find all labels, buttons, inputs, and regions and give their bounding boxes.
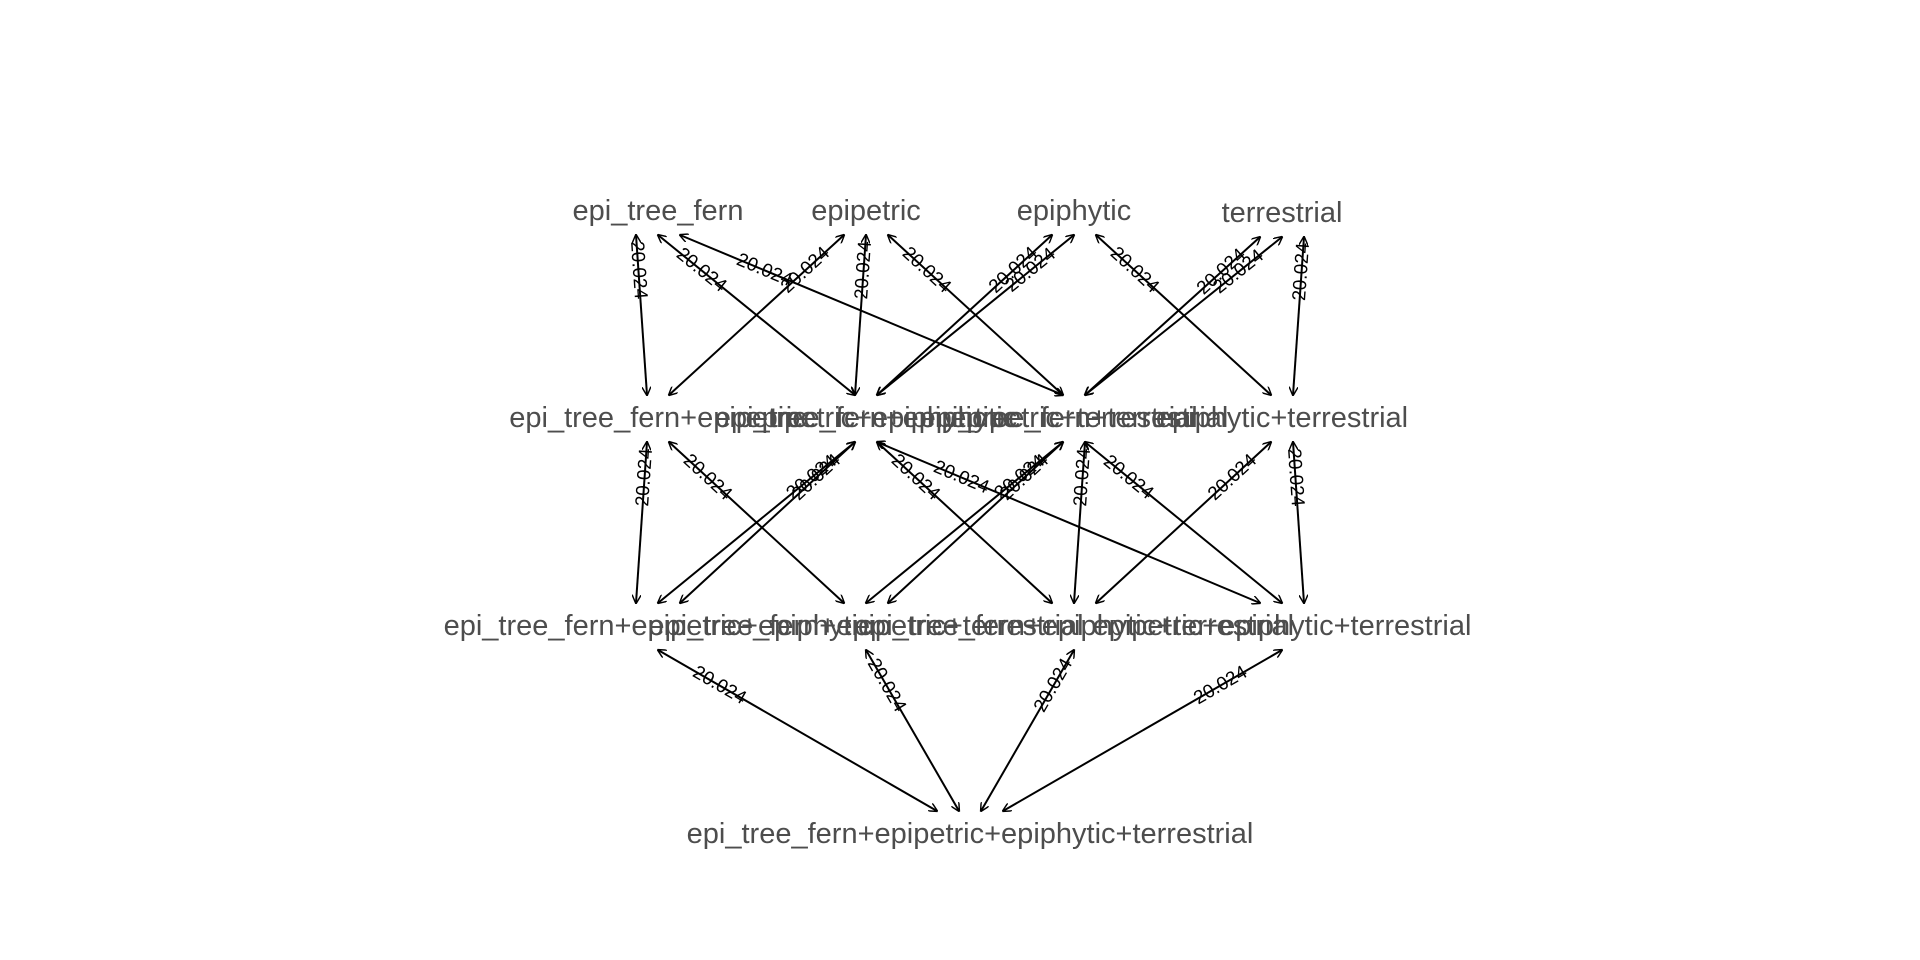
edge-weight-label: 20.024 bbox=[1030, 655, 1077, 716]
edge-n12-n15: 20.024 bbox=[863, 650, 959, 811]
edge-weight-label: 20.024 bbox=[898, 243, 955, 298]
edge-weight-label: 20.024 bbox=[1289, 242, 1314, 302]
node-label-n14: epipetric+epiphytic+terrestrial bbox=[1093, 610, 1472, 642]
edge-n11-n15: 20.024 bbox=[658, 650, 937, 811]
edge-n7-n13: 20.024 bbox=[1070, 442, 1095, 603]
edge-arrow bbox=[636, 235, 647, 395]
edge-arrow bbox=[636, 442, 647, 603]
edge-arrow bbox=[877, 235, 1074, 395]
edge-n4-n10: 20.024 bbox=[1289, 237, 1314, 395]
node-label-n5: epi_tree_fern+epipetric bbox=[509, 402, 806, 434]
edge-arrow bbox=[1293, 237, 1304, 395]
edge-arrow bbox=[680, 442, 855, 603]
edge-weight-label: 20.024 bbox=[1106, 243, 1163, 298]
edge-n8-n14: 20.024 bbox=[877, 442, 1260, 603]
node-label-n13: epi_tree_fern+epiphytic+terrestrial bbox=[854, 610, 1294, 642]
node-label-n1: epi_tree_fern bbox=[573, 195, 744, 227]
edge-weight-label: 20.024 bbox=[626, 240, 651, 300]
edge-weight-label: 20.024 bbox=[1190, 662, 1251, 709]
edge-weight-label: 20.024 bbox=[1070, 447, 1095, 507]
edge-n1-n5: 20.024 bbox=[626, 235, 651, 395]
node-label-n9: epipetric+terrestrial bbox=[950, 402, 1197, 434]
edge-n2-n8: 20.024 bbox=[851, 235, 876, 395]
nodes-layer: epi_tree_fern epipetric epiphytic terrestri… bbox=[444, 195, 1472, 850]
edge-arrow bbox=[669, 235, 844, 395]
edge-arrow bbox=[1096, 442, 1271, 603]
edge-arrow bbox=[888, 442, 1063, 603]
node-label-n11: epi_tree_fern+epipetric+epiphytic bbox=[444, 610, 873, 642]
edge-weight-label: 20.024 bbox=[632, 447, 657, 507]
edge-n5-n11: 20.024 bbox=[632, 442, 657, 603]
edge-n10-n14: 20.024 bbox=[1283, 442, 1308, 603]
node-label-n2: epipetric bbox=[811, 195, 921, 227]
node-label-n10: epiphytic+terrestrial bbox=[1156, 402, 1408, 434]
node-label-n12: epi_tree_fern+epipetric+terrestrial bbox=[648, 610, 1083, 642]
edge-weight-label: 20.024 bbox=[863, 655, 910, 716]
edge-arrow bbox=[1293, 442, 1304, 603]
edge-weight-label: 20.024 bbox=[1283, 448, 1308, 508]
edge-weight-label: 20.024 bbox=[1099, 451, 1158, 504]
edge-arrow bbox=[1085, 237, 1282, 395]
node-label-n7: epi_tree_fern+terrestrial bbox=[920, 402, 1229, 434]
edge-weight-label: 20.024 bbox=[679, 450, 736, 505]
edge-n14-n15: 20.024 bbox=[1003, 650, 1282, 811]
node-label-n3: epiphytic bbox=[1017, 195, 1131, 227]
node-label-n6: epi_tree_fern+epiphytic bbox=[715, 402, 1017, 434]
edge-arrow bbox=[1003, 650, 1282, 811]
edge-arrow bbox=[855, 235, 866, 395]
node-label-n4: terrestrial bbox=[1222, 197, 1343, 229]
edge-weight-label: 20.024 bbox=[689, 662, 750, 709]
edge-arrow bbox=[866, 650, 959, 811]
node-label-n8: epipetric+epiphytic bbox=[745, 402, 986, 434]
node-label-n15: epi_tree_fern+epipetric+epiphytic+terres… bbox=[687, 818, 1254, 850]
edge-weight-label: 20.024 bbox=[851, 240, 876, 300]
edge-n13-n15: 20.024 bbox=[981, 650, 1077, 811]
edge-weight-label: 20.024 bbox=[1204, 450, 1261, 505]
